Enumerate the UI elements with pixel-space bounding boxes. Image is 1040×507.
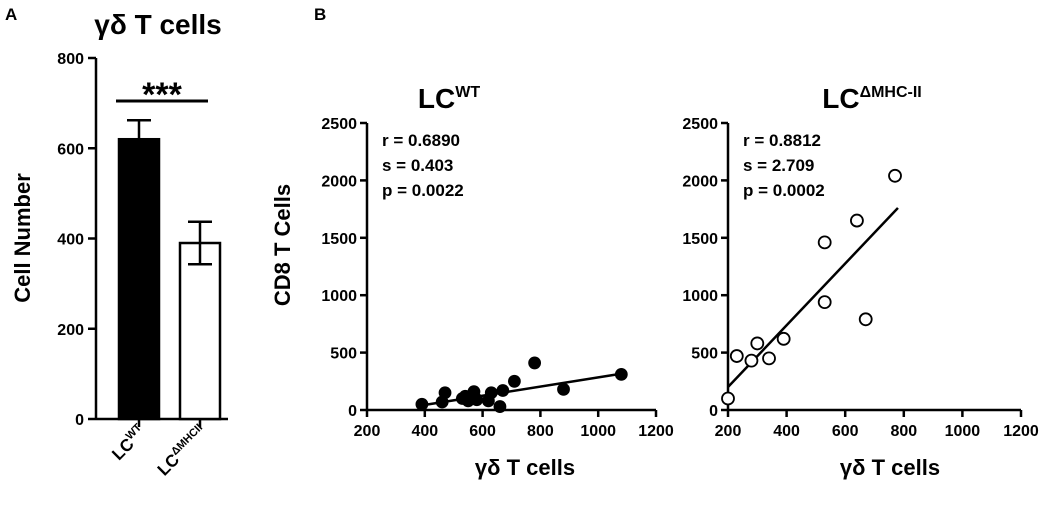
scatter-wt-panel: LCWT CD8 T Cells γδ T cells 0 500 1000 1500…: [270, 83, 674, 480]
data-point: [817, 295, 832, 309]
data-point: [470, 393, 484, 407]
y-tick-label: 2000: [321, 173, 357, 190]
data-point: [438, 386, 452, 400]
stat-line: p = 0.0002: [743, 181, 825, 200]
data-point: [415, 397, 429, 411]
x-tick-label: 1200: [1003, 423, 1039, 440]
y-tick-label: 500: [330, 346, 357, 363]
scatter-ko-points: [721, 168, 902, 406]
x-tick-label: 1000: [945, 423, 981, 440]
scatter-ko-title: LCΔMHC-II: [822, 83, 921, 114]
data-point: [776, 331, 791, 346]
data-point: [507, 374, 521, 388]
y-tick-label: 2500: [321, 116, 357, 133]
scatter-ko-stats: r = 0.8812 s = 2.709 p = 0.0002: [743, 131, 825, 200]
x-tick-label: 800: [890, 423, 917, 440]
y-tick-label: 1000: [321, 288, 357, 305]
stat-line: r = 0.6890: [382, 131, 460, 150]
bar-category-label: LCWT: [108, 421, 150, 463]
x-tick-label: 1000: [580, 423, 616, 440]
regression-line: [421, 372, 625, 407]
bar-LCWT: [117, 137, 161, 421]
y-tick-label: 1500: [682, 231, 718, 248]
bar-category-label: LCΔMHCII: [153, 422, 211, 480]
y-tick-label: 2000: [682, 173, 718, 190]
scatter-wt-axes: 0 500 1000 1500 2000 2500 200 400 600 800 1000 1200: [321, 116, 673, 440]
data-point: [496, 384, 510, 397]
y-tick-label: 0: [348, 403, 357, 420]
y-tick-label: 500: [691, 346, 718, 363]
data-point: [858, 312, 873, 327]
data-point: [721, 391, 735, 406]
stat-line: s = 0.403: [382, 156, 453, 175]
stat-line: r = 0.8812: [743, 131, 821, 150]
scatter-wt-fit-line: [421, 372, 625, 407]
data-point: [484, 386, 498, 400]
data-point: [762, 351, 776, 366]
scatter-wt-title: LCWT: [418, 83, 480, 114]
data-point: [493, 400, 507, 413]
data-point: [750, 336, 765, 351]
bar-y-tick-label: 800: [57, 51, 84, 68]
scatter-ko-x-axis-title: γδ T cells: [840, 455, 940, 480]
x-tick-label: 600: [832, 423, 859, 440]
bar-y-tick-label: 400: [57, 232, 84, 249]
scatter-wt-x-axis-title: γδ T cells: [475, 455, 575, 480]
bar-LCΔMHCII: [178, 241, 222, 421]
bar-chart-panel: γδ T cells Cell Number 0 200 400 600 800 LCW…: [10, 9, 228, 479]
data-point: [557, 382, 570, 396]
bar-y-tick-label: 600: [57, 141, 84, 158]
data-point: [817, 235, 832, 250]
scatter-wt-stats: r = 0.6890 s = 0.403 p = 0.0022: [382, 131, 464, 200]
bar-chart-bars: [117, 119, 222, 427]
bar-chart-axes: 0 200 400 600 800: [57, 51, 228, 429]
scatter-ko-panel: LCΔMHC-II γδ T cells 0 500 1000 1500 2000 250…: [682, 83, 1038, 480]
scatter-wt-y-axis-title: CD8 T Cells: [270, 184, 295, 306]
y-tick-label: 1000: [682, 288, 718, 305]
y-tick-label: 0: [709, 403, 718, 420]
y-tick-label: 2500: [682, 116, 718, 133]
data-point: [528, 356, 542, 370]
data-point: [614, 368, 628, 381]
bar-y-tick-label: 200: [57, 322, 84, 339]
x-tick-label: 400: [411, 423, 438, 440]
stat-line: p = 0.0022: [382, 181, 464, 200]
scatter-wt-points: [415, 356, 628, 413]
panel-b-letter: B: [314, 5, 326, 24]
x-tick-label: 1200: [638, 423, 674, 440]
data-point: [744, 353, 759, 368]
bar-y-tick-label: 0: [75, 412, 84, 429]
scatter-ko-axes: 0 500 1000 1500 2000 2500 200 400 600 800 1000 1200: [682, 116, 1038, 440]
x-tick-label: 200: [715, 423, 742, 440]
data-point: [729, 349, 744, 363]
stat-line: s = 2.709: [743, 156, 814, 175]
x-tick-label: 800: [527, 423, 554, 440]
bar-chart-title: γδ T cells: [94, 9, 222, 40]
data-point: [888, 168, 902, 183]
panel-a-letter: A: [5, 5, 17, 24]
x-tick-label: 600: [469, 423, 496, 440]
significance-stars: ***: [142, 76, 182, 114]
y-tick-label: 1500: [321, 231, 357, 248]
bar-chart-y-axis-title: Cell Number: [10, 173, 35, 303]
x-tick-label: 400: [773, 423, 800, 440]
data-point: [850, 213, 864, 228]
x-tick-label: 200: [354, 423, 381, 440]
